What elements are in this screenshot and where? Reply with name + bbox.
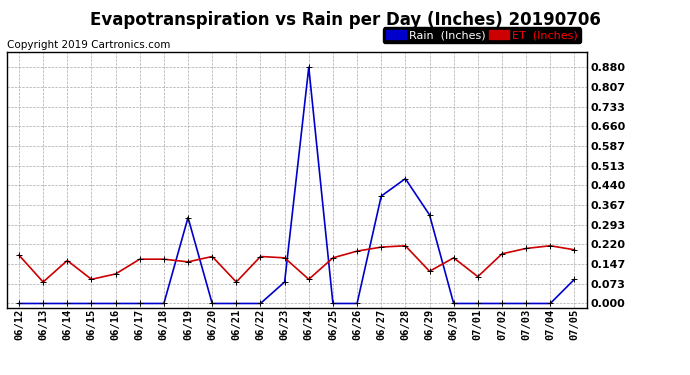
Text: Evapotranspiration vs Rain per Day (Inches) 20190706: Evapotranspiration vs Rain per Day (Inch… <box>90 11 600 29</box>
Legend: Rain  (Inches), ET  (Inches): Rain (Inches), ET (Inches) <box>383 27 581 44</box>
Text: Copyright 2019 Cartronics.com: Copyright 2019 Cartronics.com <box>7 40 170 50</box>
